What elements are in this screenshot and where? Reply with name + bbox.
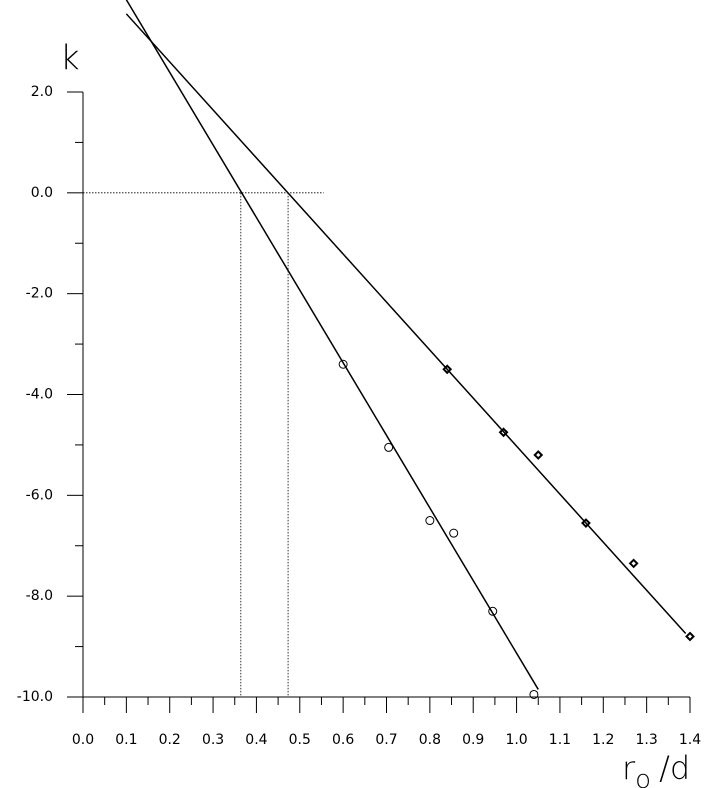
data-point: [498, 427, 509, 438]
x-tick-label: 1.3: [636, 732, 658, 748]
y-tick-label: -8.0: [26, 588, 53, 604]
x-label-sub: o: [635, 765, 651, 788]
x-label-tail: /d: [659, 749, 690, 787]
data-point: [685, 631, 695, 642]
x-tick-label: 0.0: [72, 732, 94, 748]
x-tick-label: 1.2: [592, 732, 614, 748]
x-tick-label: 0.7: [375, 732, 397, 748]
data-point: [338, 359, 348, 369]
y-tick-label: -10.0: [17, 689, 53, 705]
data-point: [425, 516, 435, 526]
data-point: [529, 689, 539, 699]
y-tick-label: 0.0: [31, 185, 53, 201]
data-point: [449, 528, 459, 538]
x-tick-label: 0.1: [115, 732, 137, 748]
x-tick-label: 0.9: [462, 732, 484, 748]
y-tick-label: -6.0: [26, 487, 53, 503]
x-tick-label: 0.3: [202, 732, 224, 748]
x-tick-label: 1.4: [679, 732, 701, 748]
x-tick-label: 1.0: [505, 732, 527, 748]
x-label-main: r: [622, 749, 636, 787]
x-tick-label: 0.8: [419, 732, 441, 748]
y-tick-label: 2.0: [31, 84, 53, 100]
data-point: [628, 558, 639, 569]
data-point: [488, 606, 498, 616]
y-tick-label: -4.0: [26, 386, 53, 402]
data-point: [384, 442, 394, 452]
data-point: [581, 518, 591, 528]
x-axis-label: ro/d: [622, 749, 690, 788]
fit-line: [125, 0, 539, 690]
x-tick-label: 0.4: [245, 732, 267, 748]
data-point: [442, 364, 453, 375]
data-point: [533, 450, 544, 460]
x-tick-label: 0.2: [159, 732, 181, 748]
fit-line: [125, 13, 687, 634]
y-axis-label: k: [60, 39, 80, 79]
y-tick-label: -2.0: [26, 286, 53, 302]
x-tick-label: 1.1: [549, 732, 571, 748]
x-tick-label: 0.6: [332, 732, 354, 748]
x-tick-label: 0.5: [289, 732, 311, 748]
